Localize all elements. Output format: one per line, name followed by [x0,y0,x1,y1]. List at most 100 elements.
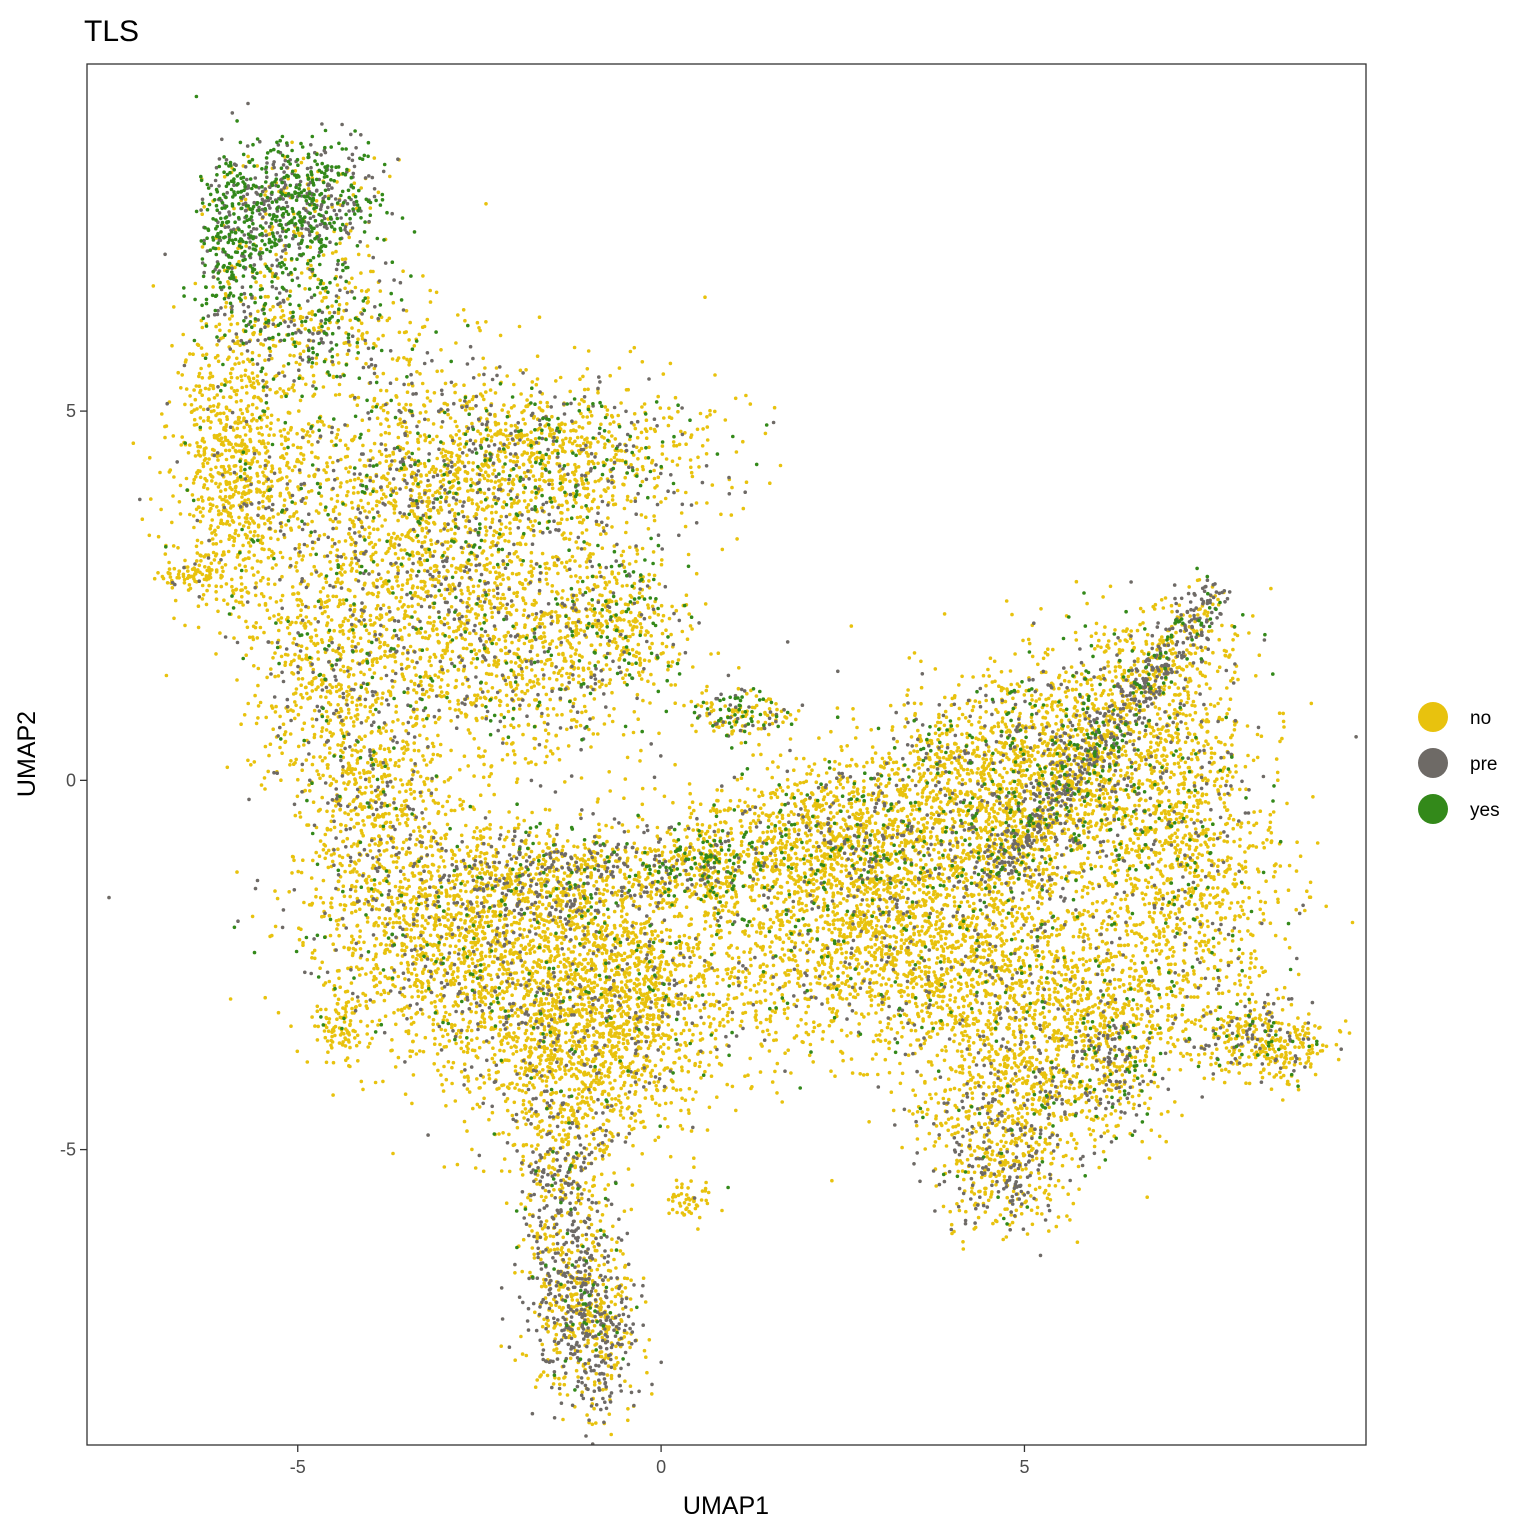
point-no [555,713,559,717]
point-no [570,441,575,446]
point-no [288,353,292,358]
point-no [638,657,642,662]
point-no [377,449,382,454]
point-no [191,514,196,518]
point-no [376,815,381,819]
point-no [545,582,550,586]
point-no [295,517,300,521]
point-no [490,435,494,439]
point-no [336,703,340,707]
point-no [528,460,532,464]
point-no [345,493,349,498]
point-no [373,542,378,547]
point-no [409,928,414,932]
point-no [604,663,609,667]
point-no [321,385,326,389]
point-no [632,345,637,350]
point-no [552,496,556,500]
point-no [646,606,651,610]
point-no [194,544,199,549]
point-no [183,402,187,407]
point-no [184,358,188,362]
point-no [449,527,454,532]
point-no [557,758,562,762]
point-no [493,627,498,631]
point-no [436,508,440,513]
point-no [467,642,472,647]
point-no [259,247,263,251]
point-no [240,385,244,390]
point-no [514,621,518,626]
point-no [403,609,408,613]
point-no [379,452,384,457]
point-no [405,657,410,661]
point-no [304,685,308,690]
point-no [299,445,303,450]
point-no [617,366,622,370]
point-no [454,636,459,640]
point-no [340,257,345,262]
point-no [414,700,419,704]
point-no [577,641,581,645]
point-no [310,312,315,317]
point-no [398,417,402,422]
point-no [671,440,676,444]
point-no [343,455,348,459]
point-no [659,500,663,504]
point-no [633,426,638,431]
point-no [412,665,417,670]
point-no [298,815,303,819]
point-no [308,552,313,557]
point-no [586,481,590,485]
point-no [503,645,508,650]
point-no [332,851,336,856]
point-no [600,546,605,550]
point-no [299,231,304,236]
point-no [340,567,344,571]
point-no [568,389,572,394]
point-no [448,657,453,662]
point-no [554,645,559,650]
point-no [447,1012,452,1017]
point-no [432,522,437,526]
point-no [471,468,475,472]
point-no [276,612,281,617]
point-no [478,621,482,626]
point-no [570,554,575,559]
point-no [459,1070,464,1074]
point-no [408,573,413,578]
point-no [521,417,526,422]
point-no [330,859,335,864]
point-no [533,456,538,461]
point-no [492,486,497,490]
point-no [521,490,526,495]
point-no [375,660,379,664]
point-no [325,461,329,465]
point-no [328,746,332,750]
point-no [689,465,693,470]
point-no [534,601,538,605]
point-no [391,785,395,789]
point-no [224,300,229,305]
point-no [261,470,265,475]
point-no [589,745,593,749]
point-no [412,344,417,348]
point-no [391,685,395,689]
point-no [579,435,584,439]
point-no [582,629,587,634]
point-no [382,640,387,645]
point-no [230,494,235,499]
point-no [171,494,175,498]
point-no [279,598,283,603]
point-no [219,584,224,589]
point-no [574,574,578,578]
point-no [517,433,522,438]
point-no [401,757,405,761]
point-no [490,610,494,615]
point-no [521,586,526,591]
point-no [180,435,184,439]
point-no [406,450,411,454]
point-no [341,884,346,888]
point-no [189,403,194,407]
point-no [383,665,387,669]
